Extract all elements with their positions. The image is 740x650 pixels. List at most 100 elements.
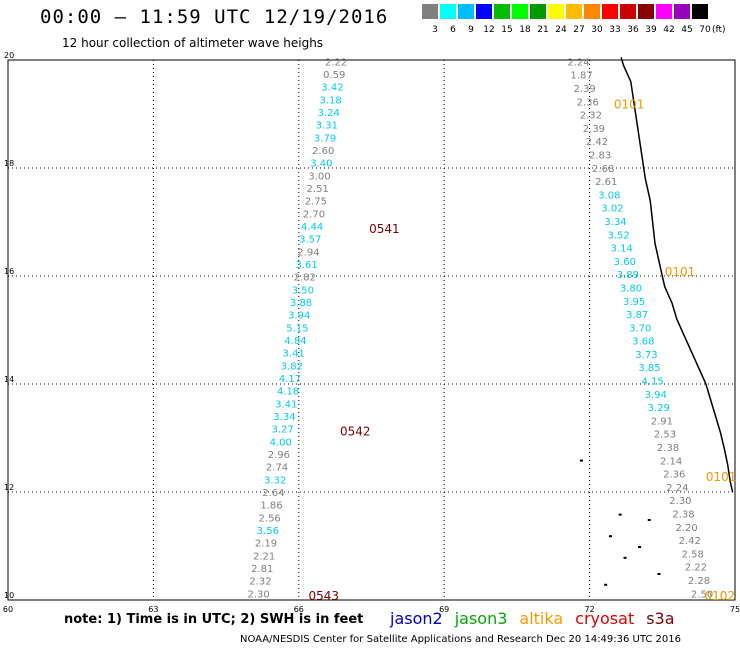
wave-height-value: 1.86 bbox=[260, 501, 282, 512]
satellite-name-jason3: jason3 bbox=[454, 609, 508, 628]
satellite-name-jason2: jason2 bbox=[390, 609, 443, 628]
legend-label: 6 bbox=[450, 25, 456, 35]
wave-height-value: 3.95 bbox=[623, 297, 645, 308]
wave-height-value: 3.02 bbox=[601, 204, 623, 215]
wave-height-value: 2.39 bbox=[574, 84, 596, 95]
footer-credit: NOAA/NESDIS Center for Satellite Applica… bbox=[240, 634, 682, 645]
wave-height-value: 2.32 bbox=[249, 577, 271, 588]
wave-height-value: 2.30 bbox=[669, 496, 691, 507]
track-label: 0102 bbox=[704, 589, 735, 603]
wave-height-value: 3.27 bbox=[271, 425, 293, 436]
y-tick-label: 10 bbox=[4, 591, 14, 600]
wave-height-value: 2.50 bbox=[691, 589, 713, 600]
wave-height-value: 3.73 bbox=[635, 350, 657, 361]
legend-swatch bbox=[638, 4, 654, 19]
wave-height-value: 3.79 bbox=[314, 133, 336, 144]
wave-height-value: 2.53 bbox=[654, 430, 676, 441]
track-label: 0101 bbox=[614, 98, 645, 112]
wave-height-value: 3.56 bbox=[257, 526, 279, 537]
legend-swatch bbox=[602, 4, 618, 19]
wave-height-value: 2.42 bbox=[586, 137, 608, 148]
legend-swatch bbox=[494, 4, 510, 19]
wave-height-value: 5.15 bbox=[286, 323, 308, 334]
island bbox=[623, 556, 627, 559]
legend-swatch bbox=[440, 4, 456, 19]
track-label: 0542 bbox=[340, 424, 371, 438]
wave-height-value: 3.82 bbox=[281, 361, 303, 372]
legend-swatch bbox=[656, 4, 672, 19]
wave-height-value: 2.30 bbox=[247, 589, 269, 600]
wave-height-value: 2.38 bbox=[657, 443, 679, 454]
legend-swatch bbox=[620, 4, 636, 19]
wave-height-value: 4.44 bbox=[301, 222, 323, 233]
y-tick-label: 14 bbox=[4, 375, 14, 384]
legend-swatch bbox=[422, 4, 438, 19]
wave-height-value: 4.84 bbox=[284, 336, 306, 347]
wave-height-value: 3.61 bbox=[295, 260, 317, 271]
x-tick-label: 60 bbox=[3, 605, 13, 614]
island bbox=[579, 459, 583, 462]
legend-swatch bbox=[476, 4, 492, 19]
wave-height-value: 4.15 bbox=[641, 377, 663, 388]
coastline bbox=[620, 57, 734, 493]
wave-height-value: 2.64 bbox=[262, 488, 284, 499]
wave-height-value: 3.00 bbox=[308, 171, 330, 182]
wave-height-value: 3.50 bbox=[292, 285, 314, 296]
legend-swatch bbox=[530, 4, 546, 19]
wave-height-value: 2.38 bbox=[672, 510, 694, 521]
legend-swatch bbox=[692, 4, 708, 19]
wave-height-value: 2.74 bbox=[266, 463, 288, 474]
wave-height-value: 3.31 bbox=[316, 121, 338, 132]
x-tick-label: 72 bbox=[585, 605, 595, 614]
legend-swatch bbox=[548, 4, 564, 19]
track-label: 0541 bbox=[369, 222, 400, 236]
wave-height-value: 2.24 bbox=[567, 57, 589, 68]
wave-height-value: 2.75 bbox=[305, 197, 327, 208]
legend-unit: (ft) bbox=[712, 25, 726, 35]
island bbox=[618, 513, 622, 516]
track-label: 0101 bbox=[706, 470, 737, 484]
wave-height-value: 0.59 bbox=[323, 70, 345, 81]
x-tick-label: 66 bbox=[294, 605, 304, 614]
wave-height-value: 2.82 bbox=[294, 273, 316, 284]
satellite-name-cryosat: cryosat bbox=[575, 609, 635, 628]
wave-height-value: 3.94 bbox=[288, 311, 310, 322]
note-text: note: 1) Time is in UTC; 2) SWH is in fe… bbox=[64, 612, 364, 627]
y-tick-label: 20 bbox=[4, 51, 14, 60]
wave-height-value: 3.70 bbox=[629, 323, 651, 334]
wave-height-value: 4.17 bbox=[279, 374, 301, 385]
wave-height-value: 3.80 bbox=[620, 283, 642, 294]
wave-height-value: 4.00 bbox=[270, 437, 292, 448]
wave-height-value: 2.36 bbox=[577, 97, 599, 108]
legend-label: 12 bbox=[483, 25, 495, 35]
legend-label: 33 bbox=[609, 25, 621, 35]
wave-height-value: 2.19 bbox=[255, 539, 277, 550]
wave-height-value: 2.83 bbox=[589, 150, 611, 161]
y-tick-label: 12 bbox=[4, 483, 14, 492]
map-frame bbox=[7, 59, 736, 601]
y-tick-label: 16 bbox=[4, 267, 14, 276]
wave-height-value: 3.87 bbox=[626, 310, 648, 321]
legend-label: 36 bbox=[627, 25, 639, 35]
wave-height-value: 2.32 bbox=[580, 111, 602, 122]
wave-height-value: 2.24 bbox=[666, 483, 688, 494]
wave-height-value: 2.58 bbox=[682, 549, 704, 560]
legend-label: 9 bbox=[468, 25, 474, 35]
wave-height-value: 3.89 bbox=[617, 270, 639, 281]
wave-height-value: 3.68 bbox=[632, 337, 654, 348]
wave-height-value: 2.42 bbox=[679, 536, 701, 547]
legend-swatch bbox=[566, 4, 582, 19]
wave-height-value: 3.41 bbox=[283, 349, 305, 360]
legend-swatch bbox=[458, 4, 474, 19]
wave-height-value: 3.40 bbox=[310, 159, 332, 170]
wave-height-value: 3.88 bbox=[290, 298, 312, 309]
wave-height-value: 2.14 bbox=[660, 456, 682, 467]
wave-height-value: 3.14 bbox=[611, 244, 633, 255]
wave-height-value: 2.22 bbox=[325, 57, 347, 68]
wave-height-value: 3.42 bbox=[321, 83, 343, 94]
island bbox=[657, 573, 661, 575]
wave-height-value: 3.18 bbox=[319, 95, 341, 106]
wave-height-value: 2.21 bbox=[253, 551, 275, 562]
wave-height-value: 2.22 bbox=[685, 563, 707, 574]
